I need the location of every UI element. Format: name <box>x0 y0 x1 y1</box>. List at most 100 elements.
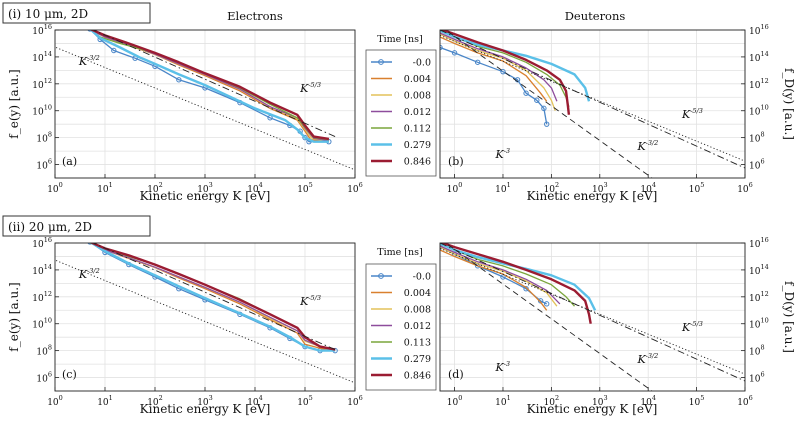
series-line-0.846 <box>89 243 336 351</box>
row-label-ii-text: (ii) 20 μm, 2D <box>8 220 92 234</box>
series-group <box>87 30 332 145</box>
series-marker <box>523 90 529 96</box>
reference-line <box>55 260 355 384</box>
reference-label: K-5/3 <box>299 294 321 308</box>
reference-lines <box>55 30 355 171</box>
series-marker <box>543 121 550 127</box>
x-tick-label: 101 <box>495 181 511 195</box>
reference-line <box>440 34 745 162</box>
reference-lines <box>440 30 745 178</box>
legend-entry-label: 0.279 <box>404 354 431 365</box>
legend-bottom: Time [ns] -0.0 0.004 0.008 0.012 0.113 0.279 0… <box>365 247 437 391</box>
y-tick-label: 106 <box>36 371 52 385</box>
panel-a-electrons: K-3/2 K-5/3 100 101 102 103 104 105 106 106 108 101… <box>7 23 363 203</box>
x-tick-label: 101 <box>495 394 511 408</box>
series-marker <box>541 105 547 112</box>
y-axis-label: f_e(y) [a.u.] <box>7 282 21 351</box>
x-axis-label: Kinetic energy K [eV] <box>527 189 658 203</box>
y-tick-label: 1012 <box>749 77 769 91</box>
reference-line <box>440 30 745 169</box>
y-tick-label: 108 <box>749 344 765 358</box>
reference-lines <box>55 243 355 384</box>
series-line-0.279 <box>89 243 336 352</box>
legend-entry-label: 0.012 <box>404 107 431 118</box>
panel-c-electrons: K-3/2 K-5/3 100 101 102 103 104 105 106 106 108 101… <box>7 236 363 416</box>
legend-entry-label: 0.012 <box>404 321 431 332</box>
legend-entry-label: 0.279 <box>404 140 431 151</box>
panel-tag: (c) <box>62 368 77 381</box>
y-tick-label: 1014 <box>749 263 769 277</box>
row-label-ii: (ii) 20 μm, 2D <box>2 215 151 237</box>
reference-label: K-5/3 <box>299 81 321 95</box>
x-tick-label: 100 <box>447 394 463 408</box>
series-marker <box>534 97 540 103</box>
x-axis-label: Kinetic energy K [eV] <box>527 402 658 416</box>
legend-entry-label: 0.004 <box>404 74 431 85</box>
series-line-0.012 <box>440 245 561 305</box>
x-tick-label: 104 <box>247 394 263 408</box>
y-tick-label: 1010 <box>749 317 769 331</box>
y-tick-label: 108 <box>36 131 52 145</box>
x-tick-label: 106 <box>737 394 753 408</box>
y-tick-label: 1010 <box>32 104 52 118</box>
y-tick-label: 106 <box>749 158 765 172</box>
series-line-0.012 <box>89 243 336 351</box>
x-tick-label: 105 <box>297 181 313 195</box>
y-tick-label: 108 <box>36 344 52 358</box>
axes-frame <box>439 29 746 179</box>
column-title-deuterons: Deuterons <box>565 9 626 23</box>
series-marker <box>474 59 481 65</box>
reference-lines <box>440 243 745 391</box>
panel-tag: (a) <box>62 155 77 168</box>
y-tick-label: 1012 <box>32 290 52 304</box>
row-label-i-text: (i) 10 μm, 2D <box>8 7 88 21</box>
x-tick-label: 106 <box>347 394 363 408</box>
reference-label: K-3 <box>494 147 510 161</box>
x-tick-label: 104 <box>247 181 263 195</box>
x-tick-label: 104 <box>640 394 656 408</box>
panel-b-deuterons: K-5/3 K-3/2 K-3 100 101 102 103 104 105 106 106 108… <box>439 23 796 203</box>
x-tick-label: 100 <box>47 181 63 195</box>
plot-area <box>440 30 745 178</box>
y-axis-label: f_D(y) [a.u.] <box>782 68 796 140</box>
x-tick-label: 100 <box>47 394 63 408</box>
y-tick-label: 1014 <box>32 263 52 277</box>
reference-label: K-3/2 <box>78 267 100 281</box>
x-tick-label: 105 <box>689 394 705 408</box>
reference-line <box>55 47 355 171</box>
x-tick-label: 102 <box>147 394 163 408</box>
x-tick-label: 106 <box>737 181 753 195</box>
series-marker <box>176 77 182 83</box>
y-tick-label: 106 <box>749 371 765 385</box>
x-tick-label: 101 <box>97 394 113 408</box>
legend-entry-label: -0.0 <box>413 272 431 283</box>
x-tick-label: 102 <box>147 181 163 195</box>
reference-line <box>92 243 336 350</box>
legend-entry-label: 0.112 <box>404 124 431 135</box>
y-tick-label: 1016 <box>32 236 52 250</box>
legend-entry-label: -0.0 <box>413 58 431 69</box>
reference-label: K-3/2 <box>636 139 658 153</box>
reference-label: K-3 <box>494 360 510 374</box>
y-tick-label: 1016 <box>749 23 769 37</box>
legend-entry-label: 0.846 <box>404 157 431 168</box>
legend-entry-label: 0.113 <box>404 338 431 349</box>
x-axis-label: Kinetic energy K [eV] <box>140 402 271 416</box>
y-tick-label: 1014 <box>749 50 769 64</box>
series-line-0.846 <box>440 30 571 115</box>
y-tick-label: 1016 <box>749 236 769 250</box>
x-tick-label: 106 <box>347 181 363 195</box>
x-tick-label: 103 <box>197 181 213 195</box>
panel-tag: (b) <box>448 155 464 168</box>
series-marker <box>500 68 506 75</box>
y-tick-label: 1010 <box>749 104 769 118</box>
y-tick-label: 106 <box>36 158 52 172</box>
series-line--0.0 <box>440 46 548 125</box>
axes-frame <box>439 242 746 392</box>
legend-bottom-title: Time [ns] <box>377 247 422 258</box>
y-axis-label: f_D(y) [a.u.] <box>782 281 796 353</box>
series-marker <box>543 301 550 307</box>
y-tick-label: 1010 <box>32 317 52 331</box>
series-line-0.279 <box>89 30 329 143</box>
reference-label: K-3/2 <box>78 54 100 68</box>
